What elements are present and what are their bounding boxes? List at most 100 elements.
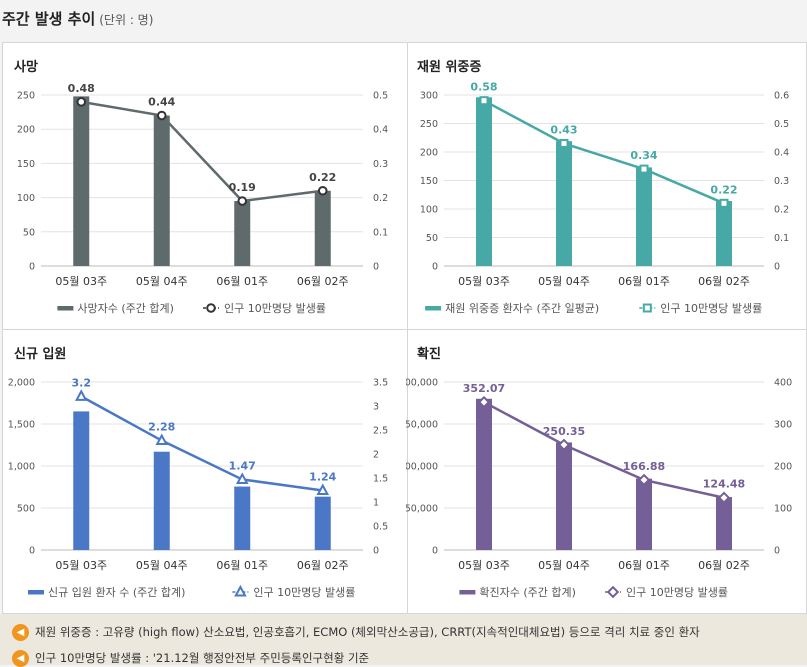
y-tick-label: 1,500: [8, 420, 35, 431]
panel-admissions: 신규 입원 0 500 1,000 1,500 2,000 0 0.5 1 1.5 2 2.5 3 3.5…: [3, 330, 405, 613]
y2-tick-label: 0.4: [774, 148, 789, 159]
x-tick-label: 05월 04주: [136, 559, 188, 572]
line-marker: [317, 185, 328, 196]
data-label: 0.22: [710, 183, 737, 196]
bar: [153, 115, 170, 267]
x-tick-label: 05월 03주: [55, 559, 107, 572]
data-label: 1.47: [229, 459, 256, 472]
speaker-icon: ◀: [12, 624, 29, 641]
legend-marker: [606, 585, 620, 599]
y-tick-label: 1,000: [8, 462, 35, 473]
y2-tick-label: 1: [373, 498, 379, 509]
y-tick-label: 0: [29, 546, 35, 557]
x-tick-label: 06월 02주: [698, 275, 750, 288]
footer-notes: ◀ 재원 위중증 : 고유량 (high flow) 산소요법, 인공호흡기, E…: [0, 614, 807, 667]
line-marker: [74, 389, 88, 401]
legend-swatch-bar: [425, 306, 442, 311]
y-tick-label: 150: [420, 176, 438, 187]
y-tick-label: 300: [420, 91, 438, 102]
y2-tick-label: 0: [373, 546, 379, 557]
y2-tick-label: 3: [373, 402, 379, 413]
chart-title: 확진: [417, 346, 441, 362]
bar: [234, 486, 251, 550]
y2-tick-label: 200: [774, 462, 792, 473]
legend-swatch-bar: [28, 590, 44, 595]
y2-tick-label: 300: [774, 420, 792, 431]
line-marker: [557, 438, 571, 452]
y2-tick-label: 0.3: [774, 176, 789, 187]
line-marker: [76, 97, 87, 107]
y-tick-label: 0: [29, 262, 35, 273]
y-tick-label: 150: [17, 159, 35, 170]
data-label: 0.48: [68, 82, 95, 95]
x-tick-label: 05월 03주: [458, 559, 510, 572]
y-tick-label: 50,000: [406, 504, 438, 515]
y2-tick-label: 0.6: [774, 91, 789, 102]
x-tick-label: 06월 01주: [216, 275, 268, 288]
x-tick-label: 05월 04주: [538, 275, 590, 288]
line-marker: [559, 138, 569, 148]
chart-confirmed: 확진 0 50,000 100,000 150,000 200,000 0 100 200 300…: [406, 346, 792, 599]
y-tick-label: 2,000: [8, 378, 35, 389]
line-marker: [639, 164, 649, 174]
legend-marker: [206, 303, 216, 313]
bar: [153, 451, 170, 550]
data-label: 0.22: [309, 171, 336, 184]
bar: [716, 497, 732, 550]
data-label: 0.44: [148, 96, 175, 109]
chart-admissions: 신규 입원 0 500 1,000 1,500 2,000 0 0.5 1 1.5 2 2.5 3 3.5…: [8, 347, 388, 599]
data-label: 0.19: [229, 181, 256, 194]
legend-label-line: 인구 10만명당 발생률: [224, 302, 326, 315]
data-label: 1.24: [309, 470, 336, 483]
x-tick-label: 06월 02주: [698, 559, 750, 572]
y2-tick-label: 0.3: [373, 159, 388, 170]
chart-title: 재원 위중증: [417, 60, 481, 75]
y2-tick-label: 0.2: [373, 193, 388, 204]
series-line: [81, 100, 323, 203]
y-tick-label: 50: [426, 233, 438, 244]
y-tick-label: 200,000: [406, 378, 438, 389]
series-line: [483, 99, 725, 205]
y-tick-label: 250: [420, 119, 438, 130]
data-label: 2.28: [148, 421, 175, 434]
y2-tick-label: 0.5: [373, 91, 388, 102]
legend-marker: [642, 303, 652, 313]
x-tick-label: 06월 02주: [297, 275, 349, 288]
x-tick-label: 06월 01주: [618, 275, 670, 288]
y2-tick-label: 0: [774, 546, 780, 557]
bar: [73, 96, 90, 266]
legend-label-line: 인구 10만명당 발생률: [626, 586, 728, 599]
data-label: 124.48: [703, 478, 745, 491]
y-tick-label: 250: [17, 91, 35, 102]
x-tick-label: 06월 01주: [216, 559, 268, 572]
data-label: 3.2: [72, 376, 92, 389]
legend-label-bar: 재원 위중증 환자수 (주간 일평균): [445, 301, 599, 315]
note-rate-text: 인구 10만명당 발생률 : '21.12월 행정안전부 주민등록인구현황 기준: [35, 651, 370, 665]
y-tick-label: 150,000: [406, 420, 438, 431]
y-tick-label: 0: [432, 546, 438, 557]
legend-marker: [234, 584, 247, 597]
x-tick-label: 05월 04주: [136, 275, 188, 288]
line-marker: [717, 491, 731, 504]
bar: [234, 201, 251, 266]
bar: [476, 398, 492, 550]
y-tick-label: 500: [17, 504, 35, 515]
data-label: 352.07: [463, 382, 505, 395]
y-tick-label: 100: [420, 205, 438, 216]
y2-tick-label: 2.5: [373, 426, 388, 437]
legend-label-line: 인구 10만명당 발생률: [660, 302, 762, 315]
y2-tick-label: 0.1: [774, 233, 789, 244]
grid-divider-vertical: [407, 43, 408, 613]
chart-title: 사망: [14, 59, 38, 75]
y2-tick-label: 400: [774, 378, 792, 389]
chart-grid: 사망 0 50 100 150 200 250 0 0.1 0.2 0.3 0.4 0.5 05월 03주…: [2, 42, 807, 614]
legend-swatch-bar: [459, 590, 476, 595]
grid-divider-horizontal: [3, 329, 806, 330]
bar: [556, 442, 572, 550]
bar: [314, 190, 331, 266]
y2-tick-label: 0: [774, 262, 780, 273]
legend-swatch-bar: [57, 306, 74, 311]
x-tick-label: 05월 03주: [55, 275, 107, 288]
line-marker: [477, 395, 491, 409]
x-tick-label: 05월 04주: [538, 559, 590, 572]
